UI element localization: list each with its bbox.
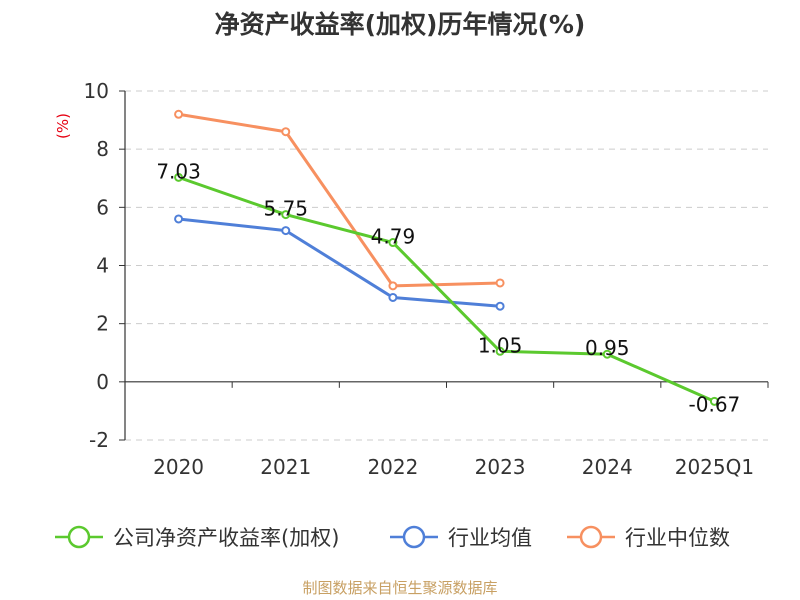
x-tick-label-2023: 2023 [475,455,526,479]
chart-title: 净资产收益率(加权)历年情况(%) [215,10,586,39]
source-note: 制图数据来自恒生聚源数据库 [302,579,497,597]
series-1-point-0 [174,214,184,224]
series-0-point-3 [495,346,505,356]
series-0-point-4 [602,349,612,359]
series-2-point-2 [388,281,398,291]
x-tick-label-2020: 2020 [153,455,204,479]
y-tick-label-6: 6 [96,195,109,219]
data-label-2020: 7.03 [156,159,201,183]
x-tick-label-2025Q1: 2025Q1 [675,455,754,479]
data-label-2025Q1: -0.67 [689,392,741,416]
y-tick-label-2: 2 [96,312,109,336]
series-line-0 [178,175,716,403]
x-tick-label-2024: 2024 [582,455,633,479]
data-label-2021: 5.75 [263,197,308,221]
y-tick-label-8: 8 [96,137,109,161]
series-1-point-3 [495,301,505,311]
y-tick-label-10: 10 [84,79,109,103]
series-2-point-0 [174,109,184,119]
gridlines [125,90,768,441]
y-tick-label-4: 4 [96,254,109,278]
x-tick-label-2022: 2022 [367,455,418,479]
y-tick-label-0: 0 [96,370,109,394]
data-labels: 7.03 5.75 4.79 1.05 0.95 -0.67 [156,159,740,416]
legend-label-0: 公司净资产收益率(加权) [113,526,339,550]
data-label-2024: 0.95 [585,336,630,360]
data-label-2022: 4.79 [371,225,416,249]
y-tick-label--2: -2 [89,428,109,452]
series-1-point-1 [281,226,291,236]
x-tick-label-2021: 2021 [260,455,311,479]
legend-label-2: 行业中位数 [625,526,730,550]
series-1-point-2 [388,292,398,302]
series-line-2 [178,112,501,288]
legend-marker-2 [579,525,603,549]
legend-marker-1 [402,525,426,549]
data-label-2023: 1.05 [478,333,523,357]
axes: -2 0 2 4 6 8 10 2020 2021 2022 2023 2024 2025Q1 [84,79,769,479]
series-group [174,109,719,406]
y-axis-label: (%) [54,113,72,139]
series-0-point-1 [281,210,291,220]
legend-marker-0 [67,525,91,549]
legend-label-1: 行业均值 [448,526,532,550]
series-2-point-3 [495,278,505,288]
series-0-point-5 [709,396,719,406]
series-0-point-0 [174,172,184,182]
series-line-1 [178,217,501,308]
legend: 公司净资产收益率(加权) 行业均值 行业中位数 [55,525,730,550]
series-2-point-1 [281,127,291,137]
series-0-point-2 [388,238,398,248]
